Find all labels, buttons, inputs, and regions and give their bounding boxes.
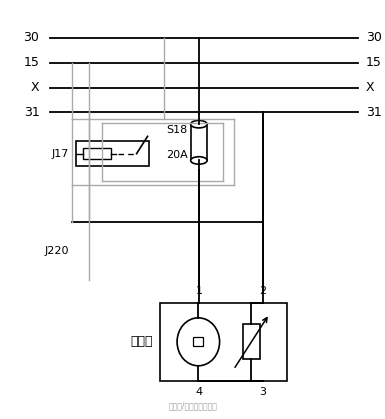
Text: 31: 31	[24, 106, 39, 119]
Bar	[243, 324, 260, 360]
Bar	[191, 124, 207, 160]
Text: 燃油泵: 燃油泵	[131, 335, 153, 348]
Text: 1: 1	[195, 286, 203, 296]
Text: 2: 2	[259, 286, 266, 296]
Bar	[193, 337, 203, 347]
Bar	[76, 141, 149, 166]
Bar	[84, 148, 111, 159]
Ellipse shape	[191, 120, 207, 128]
Bar	[161, 303, 287, 381]
Text: J220: J220	[44, 246, 69, 256]
Text: X: X	[366, 81, 374, 94]
Text: 15: 15	[23, 56, 39, 69]
Text: 20A: 20A	[166, 150, 188, 160]
Text: 31: 31	[366, 106, 382, 119]
Text: 头条号/汽修技师小微联: 头条号/汽修技师小微联	[169, 401, 218, 410]
Text: 30: 30	[366, 31, 382, 44]
Text: 30: 30	[23, 31, 39, 44]
Ellipse shape	[191, 157, 207, 164]
Text: X: X	[31, 81, 39, 94]
Text: 3: 3	[259, 387, 266, 397]
Text: S18: S18	[167, 125, 188, 135]
Text: 4: 4	[195, 387, 203, 397]
Text: J17: J17	[51, 149, 69, 159]
Text: 15: 15	[366, 56, 382, 69]
